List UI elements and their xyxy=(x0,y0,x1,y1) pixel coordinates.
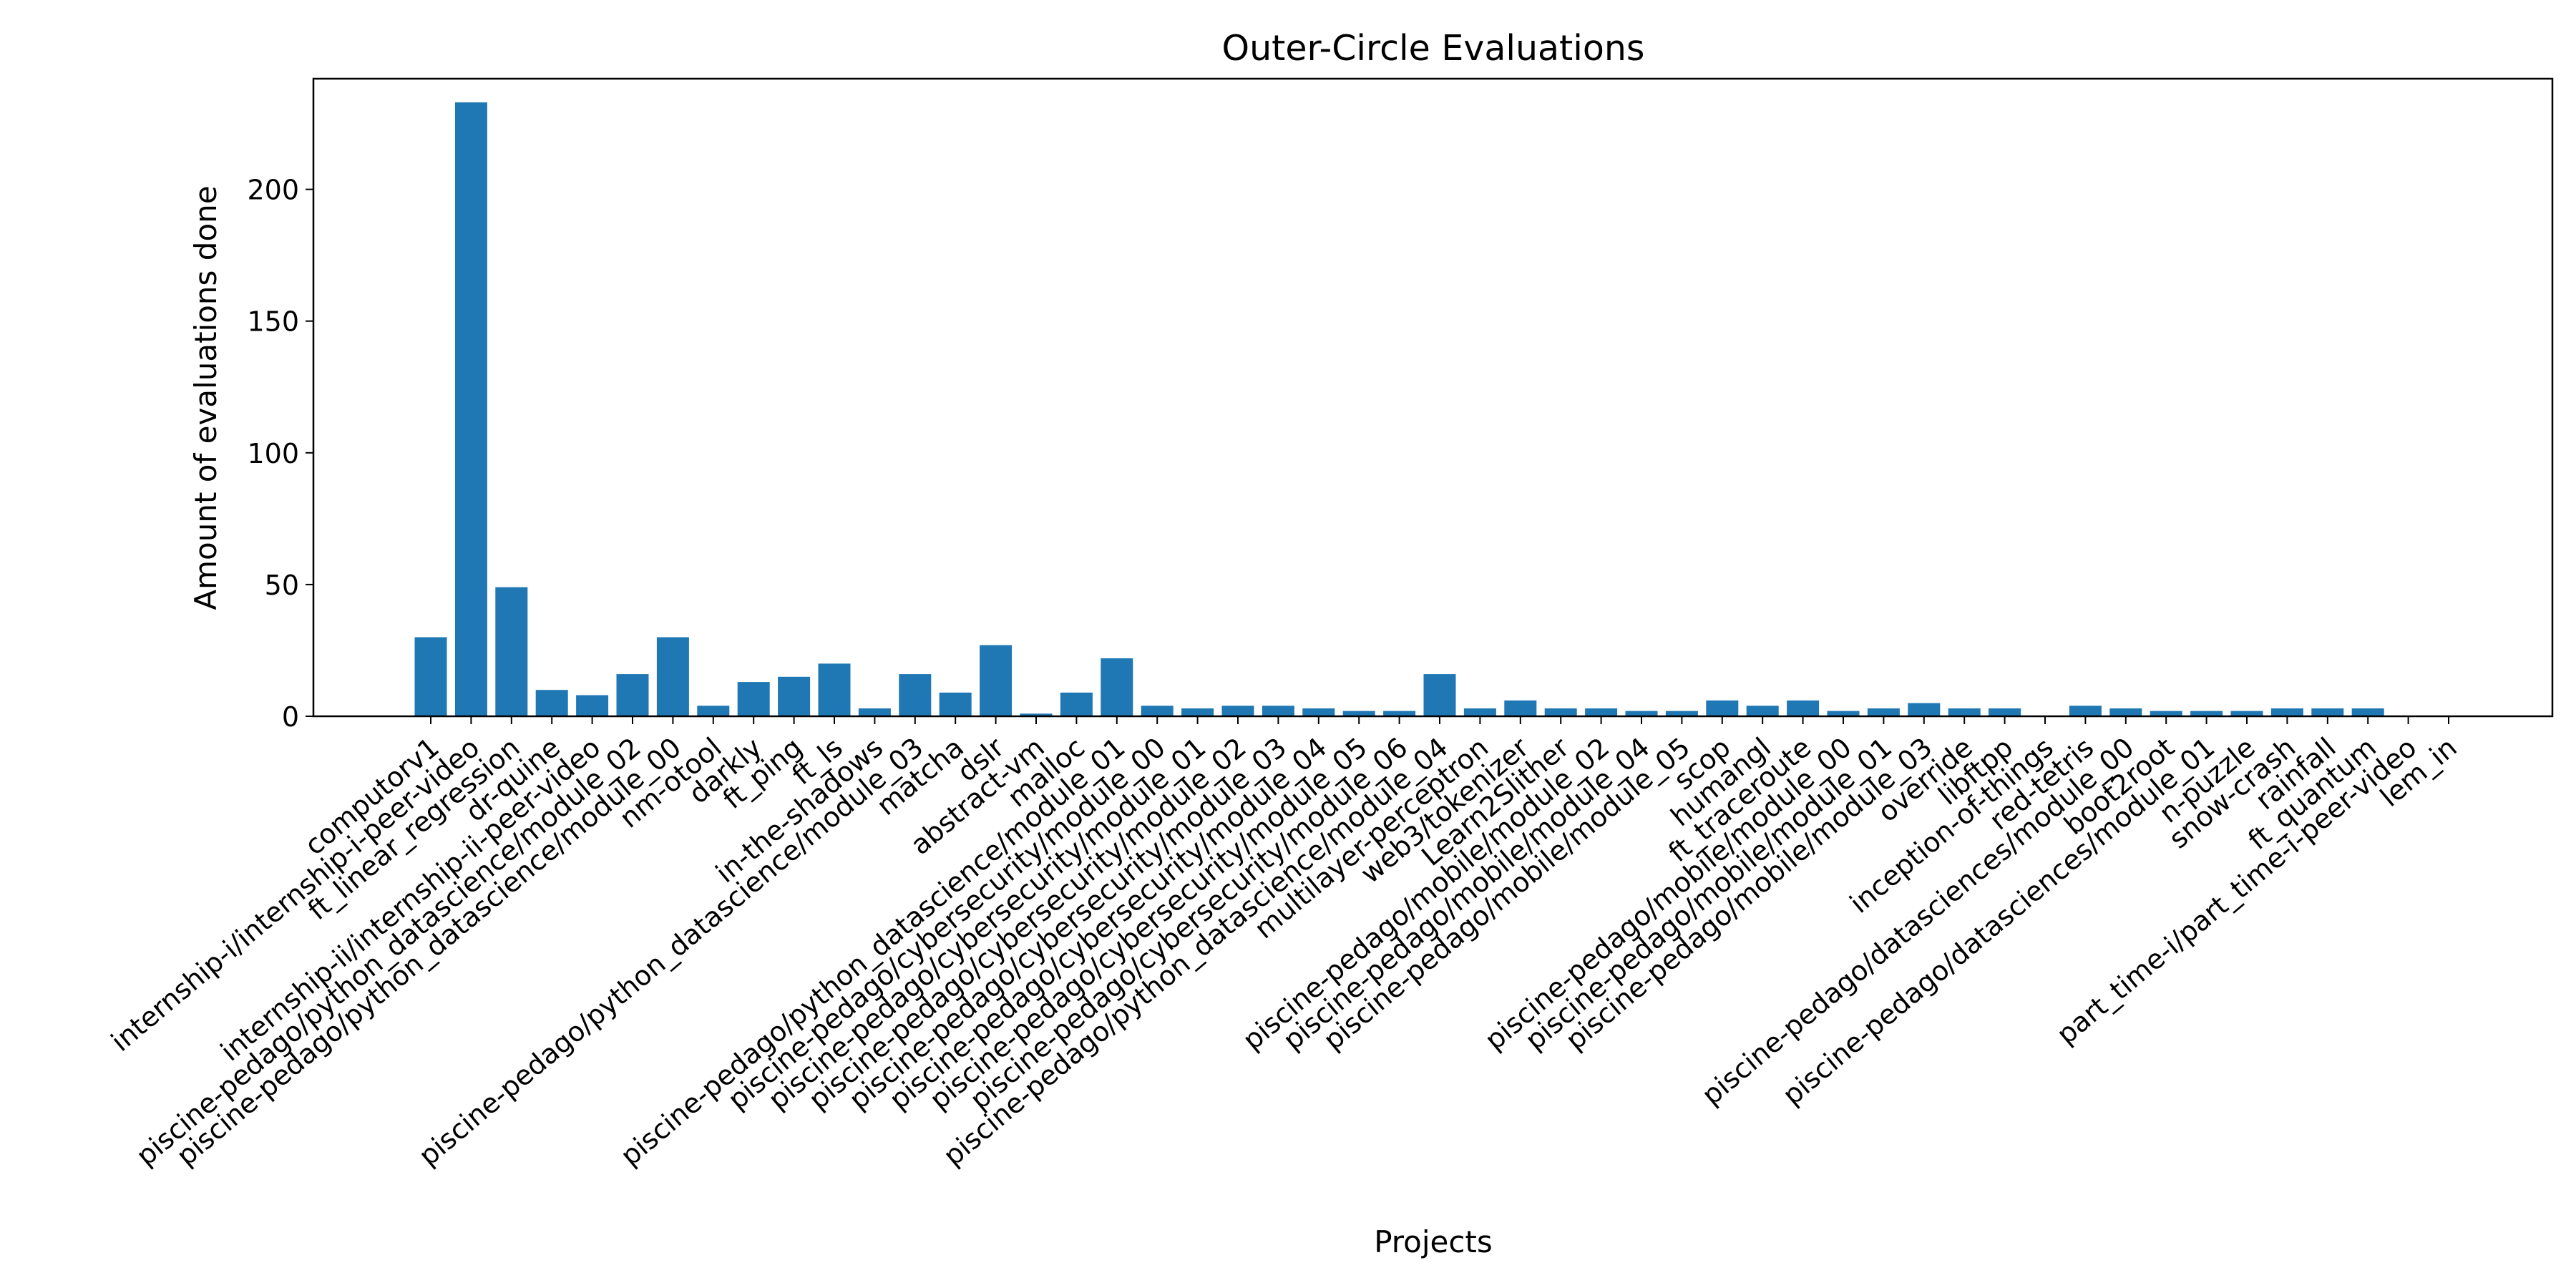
y-tick-label: 50 xyxy=(265,570,299,601)
bar xyxy=(576,695,609,716)
bar xyxy=(1020,713,1053,716)
y-axis: 0 50 100 150 200 xyxy=(247,175,313,733)
bar xyxy=(414,637,447,716)
y-tick-label: 100 xyxy=(247,438,299,469)
bar xyxy=(1948,708,1981,716)
bar xyxy=(1867,708,1900,716)
bar xyxy=(1746,706,1779,716)
bar xyxy=(1787,700,1820,716)
bar xyxy=(1423,674,1456,716)
x-axis: computorv1internship-i/internship-i-peer… xyxy=(105,716,2463,1172)
bar xyxy=(656,637,689,716)
y-tick-label: 0 xyxy=(282,701,299,733)
bar xyxy=(1463,708,1496,716)
bar xyxy=(454,102,487,717)
y-tick-label: 200 xyxy=(247,175,299,206)
bar xyxy=(1908,703,1941,716)
bar xyxy=(2351,708,2384,716)
bar xyxy=(1141,706,1174,716)
bar xyxy=(1262,706,1294,716)
bar xyxy=(1383,711,1416,716)
bar xyxy=(616,674,649,716)
bar xyxy=(1827,711,1860,716)
y-axis-label: Amount of evaluations done xyxy=(188,185,223,610)
bar xyxy=(1221,706,1254,716)
bar xyxy=(2230,711,2263,716)
bar xyxy=(2270,708,2303,716)
bar xyxy=(1302,708,1335,716)
bar xyxy=(1625,711,1658,716)
bar xyxy=(899,674,932,716)
bar xyxy=(1504,700,1537,716)
bar xyxy=(535,690,568,716)
bars-group xyxy=(414,102,2384,717)
bar xyxy=(1706,700,1739,716)
chart-title: Outer-Circle Evaluations xyxy=(1222,28,1645,69)
y-tick-label: 150 xyxy=(247,306,299,338)
bar xyxy=(1060,692,1093,716)
bar xyxy=(1342,711,1375,716)
bar xyxy=(2311,708,2344,716)
bar xyxy=(737,682,770,716)
bar xyxy=(1665,711,1698,716)
bar xyxy=(1544,708,1577,716)
bar xyxy=(2109,708,2142,716)
bar xyxy=(778,676,811,716)
bar xyxy=(1989,708,2021,716)
bar xyxy=(1101,658,1133,716)
bar xyxy=(2150,711,2182,716)
bar xyxy=(980,645,1013,716)
plot-frame xyxy=(312,77,2554,718)
bar xyxy=(2069,706,2102,716)
bar xyxy=(939,692,972,716)
bar xyxy=(1181,708,1214,716)
bar xyxy=(697,706,730,716)
bar xyxy=(858,708,891,716)
bar xyxy=(2190,711,2223,716)
bar xyxy=(495,587,528,716)
bar xyxy=(818,663,851,716)
bar xyxy=(1585,708,1618,716)
x-axis-label: Projects xyxy=(1374,1224,1493,1259)
